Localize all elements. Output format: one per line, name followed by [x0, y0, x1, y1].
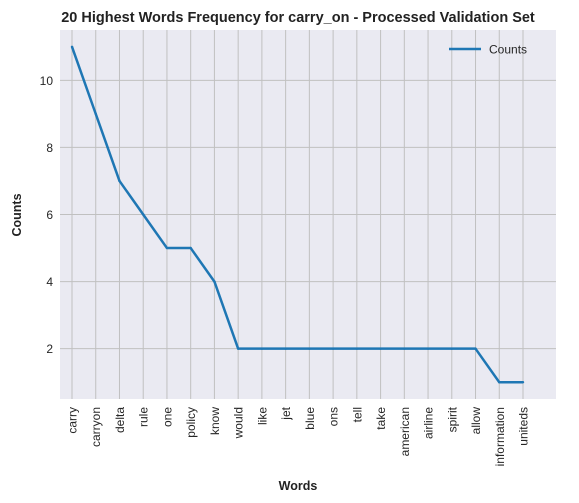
data-point	[142, 213, 145, 216]
chart-title: 20 Highest Words Frequency for carry_on …	[61, 10, 535, 26]
x-tick-label: blue	[303, 407, 317, 430]
data-point	[213, 280, 216, 283]
x-tick-label: carry	[66, 407, 80, 434]
x-tick-label: rule	[137, 407, 151, 427]
data-point	[94, 112, 97, 116]
y-axis-ticks: 2 4 6 8 10	[40, 74, 54, 356]
x-axis-ticks: carry carryon delta rule one policy know would l…	[66, 406, 531, 466]
x-tick-label: information	[493, 407, 507, 466]
data-point	[355, 347, 359, 350]
x-tick-label: american	[398, 407, 412, 456]
x-axis-label: Words	[279, 479, 318, 493]
x-tick-label: policy	[184, 407, 198, 438]
x-tick-label: carryon	[89, 407, 103, 447]
x-tick-label: tell	[350, 407, 364, 422]
x-tick-label: would	[232, 407, 246, 439]
data-point	[379, 347, 382, 350]
x-tick-label: like	[255, 407, 269, 425]
legend: Counts	[449, 43, 527, 57]
data-point	[331, 347, 335, 350]
data-point	[284, 347, 287, 350]
data-point	[450, 347, 453, 350]
y-tick-label: 4	[46, 275, 53, 289]
data-point	[70, 45, 74, 48]
x-tick-label: delta	[113, 407, 127, 433]
y-axis-label: Counts	[10, 193, 24, 236]
x-tick-label: jet	[279, 406, 293, 420]
y-tick-label: 6	[46, 208, 53, 222]
x-tick-label: one	[160, 407, 174, 427]
data-point	[498, 381, 501, 384]
x-tick-label: uniteds	[517, 407, 531, 446]
data-point	[474, 347, 477, 350]
data-point	[165, 246, 169, 250]
data-point	[189, 246, 192, 250]
legend-label-counts: Counts	[489, 43, 527, 57]
x-tick-label: airline	[422, 407, 436, 439]
data-point	[403, 347, 406, 350]
data-point	[521, 381, 525, 384]
y-tick-label: 10	[40, 74, 54, 88]
data-point	[260, 347, 264, 350]
y-tick-label: 8	[46, 141, 53, 155]
data-point	[236, 347, 240, 350]
data-point	[118, 179, 121, 183]
series-layer	[70, 45, 525, 384]
x-tick-label: allow	[469, 407, 483, 435]
data-point	[308, 347, 311, 350]
grid	[60, 30, 556, 399]
x-tick-label: ons	[327, 407, 341, 426]
x-tick-label: take	[374, 407, 388, 430]
x-tick-label: spirit	[445, 406, 459, 432]
y-tick-label: 2	[46, 342, 53, 356]
data-point	[426, 347, 430, 350]
x-tick-label: know	[208, 407, 222, 435]
series-line-counts	[70, 46, 523, 384]
